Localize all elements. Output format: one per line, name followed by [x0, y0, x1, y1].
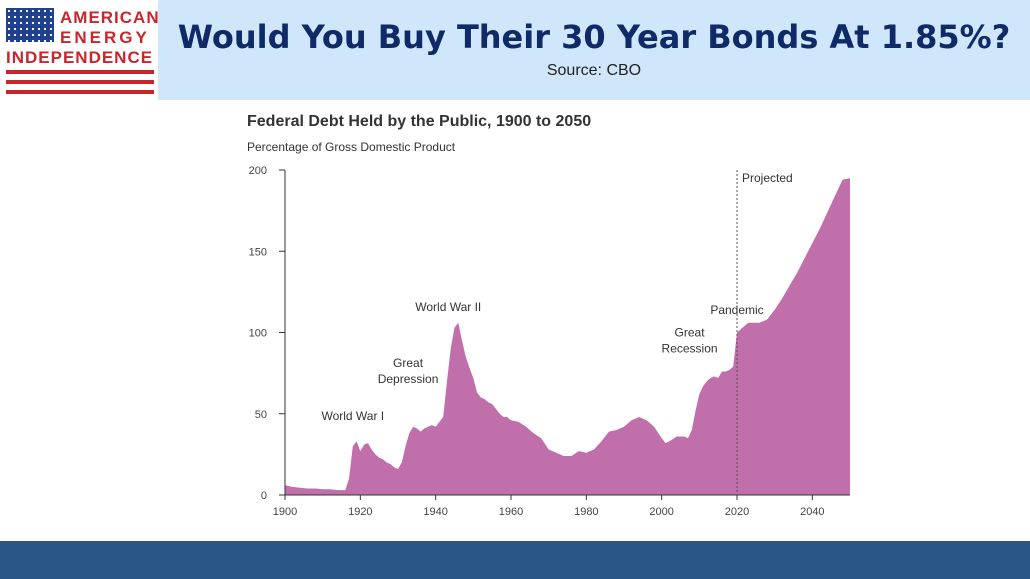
x-tick-label: 1920 [348, 506, 372, 518]
debt-chart: Federal Debt Held by the Public, 1900 to… [247, 113, 850, 518]
y-tick-label: 100 [249, 328, 267, 340]
logo-stripe [6, 80, 154, 84]
flag-icon [6, 8, 54, 42]
debt-area-series [285, 178, 850, 495]
logo-line-3: INDEPENDENCE [6, 48, 154, 67]
annotation-label: Great Depression [378, 356, 439, 386]
x-tick-label: 1980 [574, 506, 598, 518]
footer-bar [0, 541, 1030, 579]
annotation-label: Great Recession [662, 325, 718, 355]
logo-line-2: ENERGY [60, 28, 150, 47]
annotation-label: Pandemic [710, 303, 763, 317]
x-tick-label: 2020 [725, 506, 749, 518]
x-tick-label: 1960 [499, 506, 523, 518]
source-note: Source: CBO [546, 62, 642, 79]
annotation-label: World War II [415, 300, 481, 314]
logo: AMERICAN ENERGY INDEPENDENCE [4, 4, 159, 96]
y-tick-label: 150 [249, 246, 267, 258]
logo-line-1: AMERICAN [60, 8, 160, 27]
annotation-label: World War I [321, 409, 384, 423]
x-tick-label: 2040 [800, 506, 824, 518]
y-tick-label: 200 [249, 165, 267, 177]
page-title: Would You Buy Their 30 Year Bonds At 1.8… [177, 18, 1011, 56]
logo-stripe [6, 70, 154, 74]
header: AMERICAN ENERGY INDEPENDENCE Would You B… [0, 0, 1030, 100]
chart-subtitle: Percentage of Gross Domestic Product [247, 140, 456, 154]
y-tick-label: 0 [261, 490, 267, 502]
plot-area: 0 50 100 150 200 1900 1920 1940 1960 1980 2000 2020… [249, 165, 850, 518]
x-tick-label: 1940 [423, 506, 447, 518]
x-tick-label: 2000 [649, 506, 673, 518]
y-tick-label: 50 [255, 409, 267, 421]
projection-label: Projected [742, 171, 793, 185]
chart-title: Federal Debt Held by the Public, 1900 to… [247, 113, 591, 130]
x-tick-label: 1900 [273, 506, 297, 518]
title-box: Would You Buy Their 30 Year Bonds At 1.8… [158, 0, 1030, 100]
logo-stripe [6, 90, 154, 94]
